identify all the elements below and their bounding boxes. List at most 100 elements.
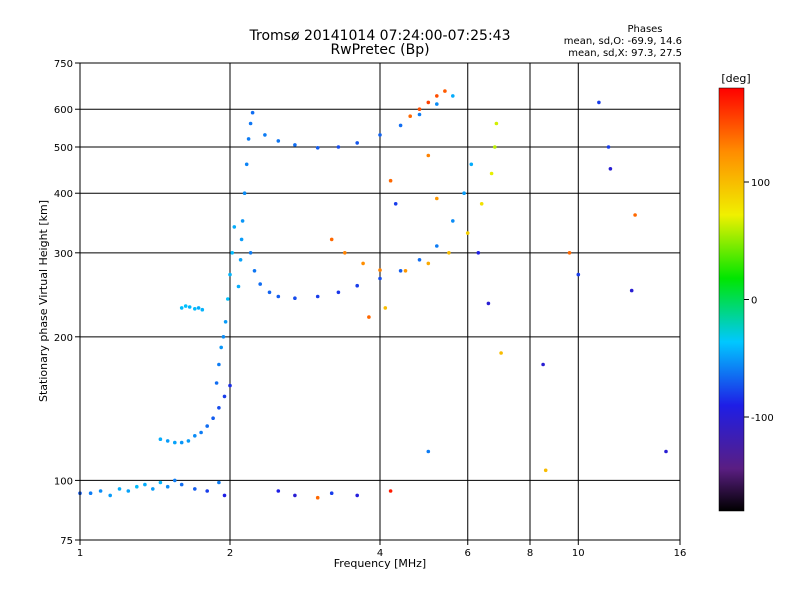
data-point-s7 (443, 89, 447, 93)
data-point-s6 (329, 237, 334, 242)
data-point-s4 (378, 276, 382, 281)
colorbar (718, 87, 745, 512)
stats-heading: Phases (627, 24, 662, 35)
data-point-s5 (378, 133, 382, 137)
data-point-s1 (165, 439, 170, 443)
chart-title: Tromsø 20141014 07:24:00-07:25:43 (249, 28, 511, 44)
data-point-s6 (426, 261, 431, 266)
x-tick-label: 10 (572, 548, 585, 559)
data-point-s2 (179, 306, 184, 310)
y-axis-label: Stationary phase Virtual Height [km] (37, 200, 50, 402)
data-point-s0 (205, 489, 209, 493)
data-point-s3 (246, 137, 251, 141)
data-point-s4 (355, 283, 360, 288)
y-tick-label: 600 (54, 105, 73, 116)
data-point-s6 (361, 261, 365, 266)
data-point-s5 (398, 123, 403, 128)
data-point-s7 (435, 94, 439, 98)
data-point-s5 (276, 139, 281, 143)
data-point-s2 (196, 306, 201, 310)
data-point-s3 (230, 251, 234, 255)
data-point-s8 (499, 351, 503, 355)
data-point-s6 (489, 171, 494, 176)
data-point-s3 (238, 258, 243, 262)
data-point-s6 (378, 268, 382, 272)
data-point-s1 (222, 394, 227, 399)
data-point-s8 (567, 251, 572, 255)
data-point-s8 (576, 272, 581, 277)
data-point-s4 (248, 251, 253, 255)
data-point-s0 (217, 480, 221, 485)
x-tick-label: 2 (227, 548, 233, 559)
x-axis-ticks: 1 2 4 6 8 10 16 (77, 540, 686, 559)
data-point-s3 (236, 284, 241, 289)
data-point-s5 (293, 143, 297, 147)
x-tick-label: 8 (527, 548, 533, 559)
data-point-s3 (226, 297, 230, 301)
data-point-s4 (267, 290, 272, 295)
chart-subtitle: RwPretec (Bp) (330, 42, 429, 58)
colorbar-tick-label: 100 (751, 178, 770, 189)
data-point-s1 (179, 440, 184, 445)
data-point-s0 (193, 487, 197, 491)
data-point-s8 (355, 493, 360, 498)
data-points (78, 89, 668, 500)
data-point-s3 (239, 237, 244, 242)
data-point-s8 (597, 100, 601, 105)
data-point-s4 (417, 258, 422, 262)
data-point-s4 (451, 219, 455, 223)
data-point-s8 (541, 362, 545, 367)
data-point-s8 (426, 449, 431, 454)
data-point-s3 (228, 272, 232, 277)
colorbar-tick-label: -100 (751, 413, 774, 424)
x-axis-label: Frequency [MHz] (334, 557, 426, 570)
data-point-s2 (183, 304, 188, 308)
data-point-s8 (329, 491, 334, 496)
data-point-s8 (315, 495, 320, 500)
y-tick-label: 200 (54, 333, 73, 344)
colorbar-label: [deg] (721, 72, 750, 85)
data-point-s8 (293, 493, 297, 498)
data-point-s2 (193, 307, 197, 311)
data-point-s1 (217, 406, 221, 410)
x-tick-label: 1 (77, 548, 83, 559)
data-point-s6 (403, 269, 408, 273)
y-tick-label: 750 (54, 59, 73, 70)
data-point-s8 (664, 449, 668, 454)
data-point-s4 (252, 269, 257, 273)
data-point-s8 (426, 153, 431, 158)
data-point-s5 (417, 112, 422, 117)
data-point-s0 (165, 484, 170, 489)
data-point-s8 (435, 196, 439, 201)
data-point-s8 (543, 468, 548, 473)
data-point-s6 (447, 251, 451, 255)
data-point-s4 (469, 162, 474, 167)
y-tick-label: 300 (54, 249, 73, 260)
data-point-s5 (336, 145, 341, 149)
data-point-s3 (219, 345, 223, 350)
data-point-s0 (151, 487, 155, 491)
data-point-s4 (336, 290, 341, 295)
y-tick-label: 75 (60, 536, 73, 547)
data-point-s0 (126, 489, 131, 493)
y-tick-label: 400 (54, 189, 73, 200)
data-point-s4 (462, 191, 466, 195)
data-point-s8 (276, 489, 281, 493)
data-point-s7 (426, 100, 431, 105)
data-point-s7 (417, 107, 422, 111)
data-point-s2 (187, 305, 192, 309)
colorbar-tick-label: 0 (751, 296, 757, 307)
data-point-s3 (242, 191, 247, 195)
data-point-s5 (263, 133, 267, 137)
data-point-s7 (408, 114, 413, 118)
data-point-s1 (211, 416, 215, 421)
data-point-s0 (135, 484, 139, 489)
x-tick-label: 4 (377, 548, 383, 559)
data-point-s3 (217, 362, 221, 367)
data-point-s4 (293, 296, 297, 301)
data-point-s3 (244, 162, 249, 167)
data-point-s1 (158, 437, 163, 442)
data-point-s1 (205, 424, 209, 428)
data-point-s3 (223, 320, 228, 324)
